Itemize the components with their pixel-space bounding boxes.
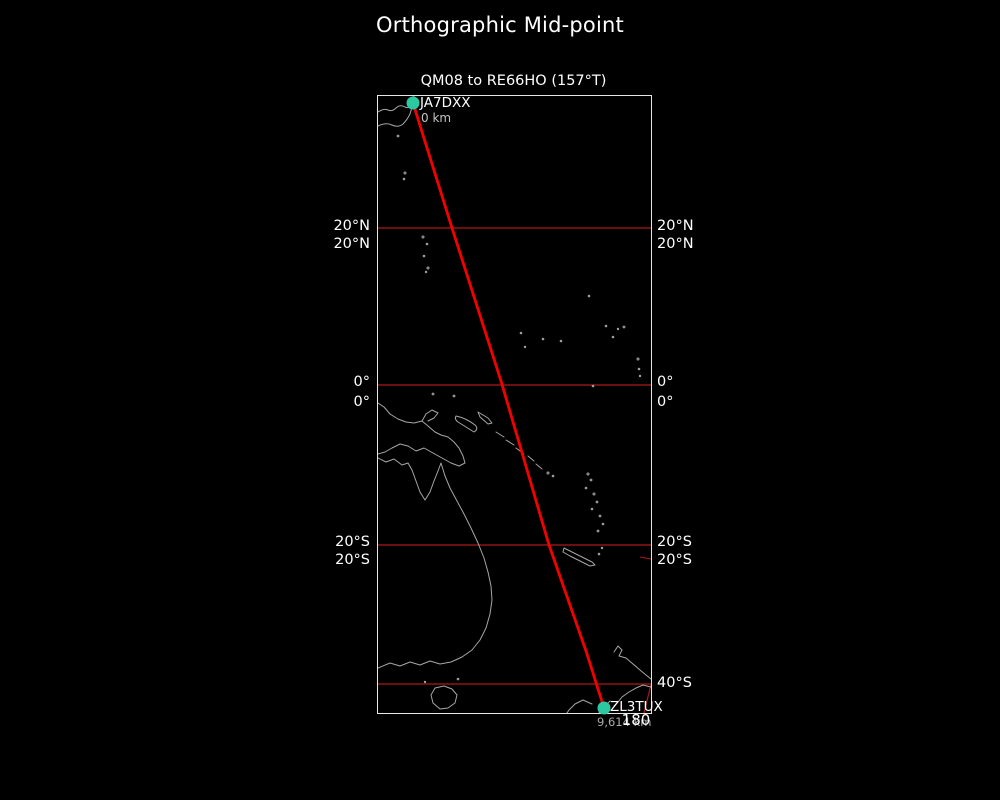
coast-island [598,514,602,518]
coast-island [559,339,563,343]
coast-new-guinea [378,402,466,467]
lat-label-right-0-b: 0° [657,394,674,410]
coast-nz-north-island-south [613,684,651,707]
lat-label-right-0-a: 0° [657,374,674,390]
lat-label-right-20n-a: 20°N [657,218,694,234]
lat-label-right-20s-a: 20°S [657,534,692,550]
coast-island [519,331,523,335]
coast-new-ireland [477,411,493,425]
coast-island [426,266,430,270]
coast-australia [378,457,493,669]
coast-island [638,374,642,378]
map-panel: JA7DXX 0 km ZL3TUX 9,614 km 180 [377,95,663,728]
coast-island [423,680,427,684]
lat-label-left-20s-b: 20°S [335,552,370,568]
lat-label-left-0-a: 0° [353,374,370,390]
coast-island [425,242,429,246]
coast-island [456,677,460,681]
coast-island [601,522,605,526]
start-distance-label: 0 km [421,111,452,125]
start-marker-dot [406,96,420,110]
lat-label-right-20n-b: 20°N [657,236,694,252]
coast-solomons [495,431,543,470]
coast-island [604,324,608,328]
coast-japan-north [378,96,415,113]
graticule-lines [378,227,651,713]
gridline-20s-edge-tick [639,556,651,560]
figure-subtitle: QM08 to RE66HO (157°T) [420,73,607,89]
coast-island [589,478,593,482]
coast-new-britain [454,415,478,433]
coast-island [592,492,596,496]
lat-label-left-20s-a: 20°S [335,534,370,550]
coast-island [396,134,400,138]
longitude-180-label: 180 [621,711,651,729]
coast-island [424,270,428,274]
end-distance-label: 9,614 km [597,715,652,729]
coast-tasmania [430,685,458,710]
coast-island [584,486,588,490]
figure-title: Orthographic Mid-point [376,13,624,37]
coast-island [591,384,595,388]
coast-island [452,394,456,398]
map-canvas [378,96,651,715]
coast-new-caledonia [562,547,596,567]
coast-island [551,474,555,478]
lat-label-right-20s-b: 20°S [657,552,692,568]
coastlines [378,96,651,713]
coast-island [600,546,604,550]
gridline-meridian-180 [643,684,651,713]
coast-island [546,471,550,475]
coast-island [403,171,407,175]
coast-island [590,507,594,511]
lat-label-right-40s: 40°S [657,675,692,691]
coast-nz-north-island [613,645,651,680]
lat-label-left-0-b: 0° [353,394,370,410]
coast-island [431,392,435,396]
great-circle-path [411,101,606,710]
coast-nz-south-island-west [566,699,593,713]
coast-island [611,335,615,339]
coast-island [402,177,406,181]
coast-island [541,337,545,341]
start-callsign-label: JA7DXX [420,95,471,111]
coast-island [595,500,599,504]
coast-island [596,529,600,533]
coast-island [422,254,426,258]
coast-island [636,357,640,361]
lat-label-left-20n-a: 20°N [333,218,370,234]
coast-japan-south [378,106,413,127]
coast-island [637,367,641,371]
end-callsign-label: ZL3TUX [610,699,663,715]
coast-island [523,345,527,349]
coast-island [587,294,591,298]
coast-huon-peninsula [421,409,439,422]
coast-island [597,552,601,556]
end-marker-dot [597,701,611,715]
coast-island [616,327,620,331]
coast-island [586,472,590,476]
coast-island [421,235,425,239]
coast-island [622,325,626,329]
lat-label-left-20n-b: 20°N [333,236,370,252]
